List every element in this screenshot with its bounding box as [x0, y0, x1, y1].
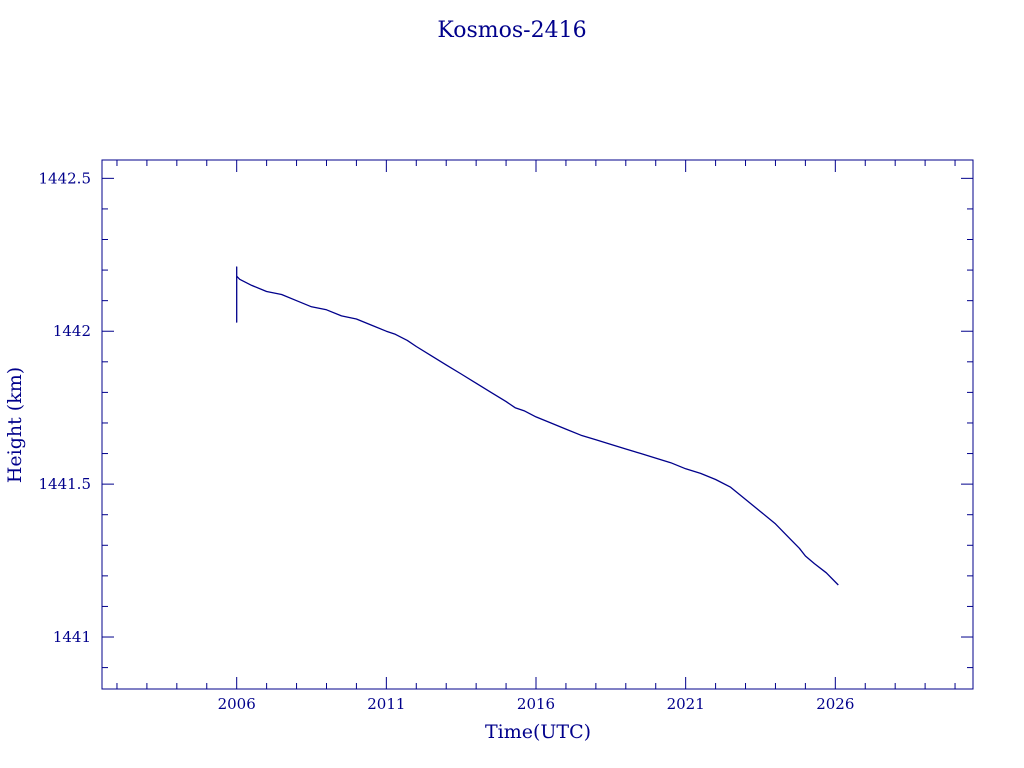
y-tick-label: 1442.5	[39, 169, 92, 187]
x-tick-labels: 2006 2011 2016 2021 2026	[218, 695, 855, 713]
axis-ticks	[102, 160, 973, 689]
x-tick-label: 2021	[667, 695, 705, 713]
chart-title: Kosmos-2416	[437, 18, 586, 43]
x-tick-label: 2016	[517, 695, 555, 713]
plot-frame	[101, 159, 974, 690]
x-axis-label: Time(UTC)	[485, 721, 591, 743]
y-tick-label: 1442	[53, 322, 91, 340]
x-tick-label: 2006	[218, 695, 256, 713]
x-tick-label: 2026	[816, 695, 854, 713]
y-tick-labels: 1441 1441.5 1442 1442.5	[39, 169, 92, 646]
y-axis-label: Height (km)	[4, 367, 26, 483]
y-tick-label: 1441	[53, 628, 91, 646]
x-tick-label: 2011	[367, 695, 405, 713]
y-tick-label: 1441.5	[39, 475, 92, 493]
height-series-line	[236, 266, 839, 586]
